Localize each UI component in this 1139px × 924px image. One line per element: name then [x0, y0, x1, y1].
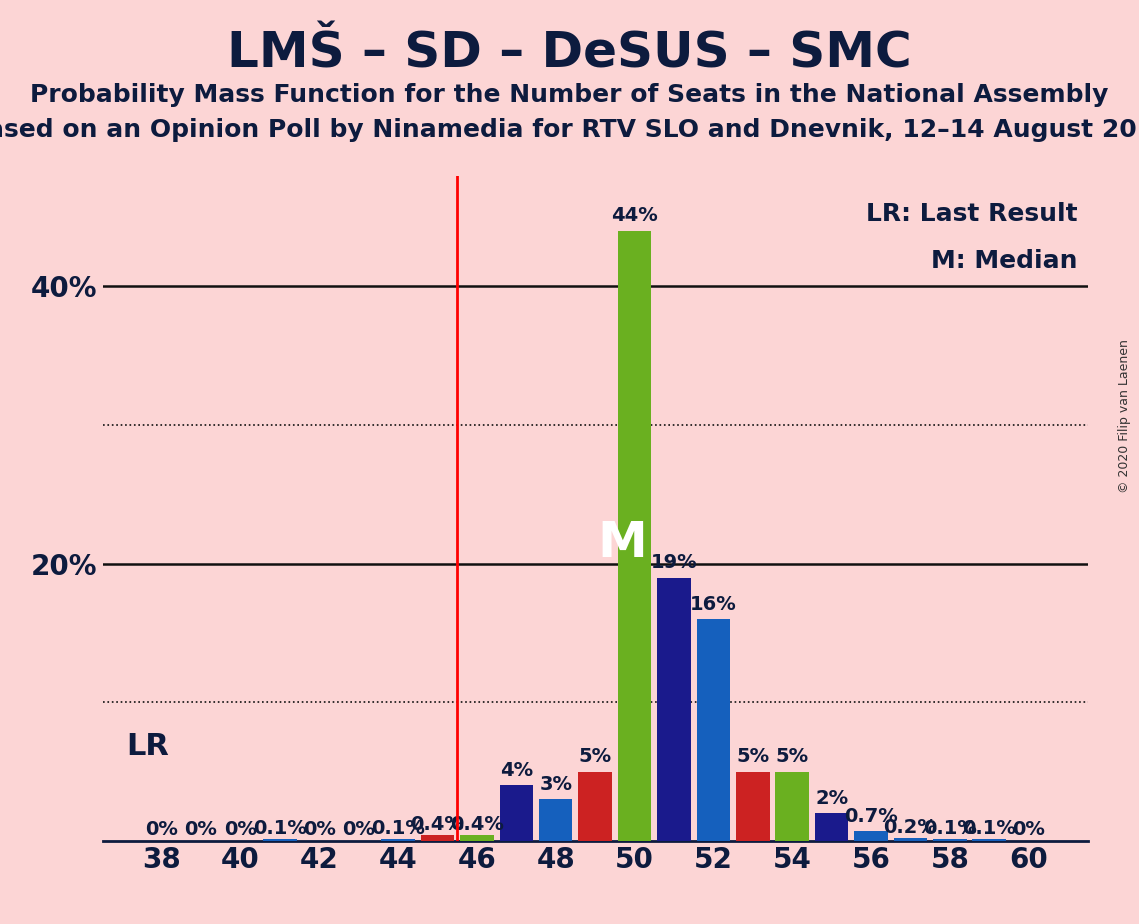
Bar: [776, 772, 809, 841]
Text: 0%: 0%: [224, 821, 257, 839]
Text: 3%: 3%: [539, 774, 572, 794]
Text: 0.2%: 0.2%: [884, 818, 937, 837]
Text: LR: LR: [126, 732, 169, 761]
Text: © 2020 Filip van Laenen: © 2020 Filip van Laenen: [1118, 339, 1131, 492]
Bar: [933, 839, 967, 841]
Text: 0.1%: 0.1%: [962, 819, 1016, 838]
Text: 0.4%: 0.4%: [410, 815, 465, 833]
Bar: [894, 838, 927, 841]
Bar: [657, 578, 690, 841]
Text: 0%: 0%: [145, 821, 178, 839]
Bar: [539, 799, 573, 841]
Text: M: Median: M: Median: [932, 249, 1077, 273]
Bar: [973, 839, 1006, 841]
Text: 0%: 0%: [185, 821, 218, 839]
Text: 16%: 16%: [690, 594, 737, 614]
Text: 5%: 5%: [776, 747, 809, 766]
Text: 2%: 2%: [816, 788, 849, 808]
Text: 19%: 19%: [650, 553, 697, 572]
Bar: [697, 619, 730, 841]
Text: 0.4%: 0.4%: [450, 815, 503, 833]
Text: 0%: 0%: [342, 821, 375, 839]
Bar: [736, 772, 770, 841]
Bar: [500, 785, 533, 841]
Bar: [420, 835, 454, 841]
Text: 5%: 5%: [579, 747, 612, 766]
Bar: [460, 835, 493, 841]
Text: 0.7%: 0.7%: [844, 807, 898, 826]
Text: 0.1%: 0.1%: [371, 819, 425, 838]
Text: LR: Last Result: LR: Last Result: [867, 202, 1077, 226]
Text: M: M: [598, 519, 648, 566]
Bar: [854, 832, 887, 841]
Text: Based on an Opinion Poll by Ninamedia for RTV SLO and Dnevnik, 12–14 August 2019: Based on an Opinion Poll by Ninamedia fo…: [0, 118, 1139, 142]
Text: LMŠ – SD – DeSUS – SMC: LMŠ – SD – DeSUS – SMC: [227, 30, 912, 78]
Text: 0.1%: 0.1%: [253, 819, 306, 838]
Text: 5%: 5%: [736, 747, 769, 766]
Text: 44%: 44%: [612, 206, 658, 225]
Text: 0.1%: 0.1%: [923, 819, 977, 838]
Bar: [579, 772, 612, 841]
Bar: [814, 813, 849, 841]
Text: 0%: 0%: [1013, 821, 1046, 839]
Bar: [263, 839, 296, 841]
Bar: [617, 231, 652, 841]
Bar: [382, 839, 415, 841]
Text: Probability Mass Function for the Number of Seats in the National Assembly: Probability Mass Function for the Number…: [31, 83, 1108, 107]
Text: 0%: 0%: [303, 821, 336, 839]
Text: 4%: 4%: [500, 760, 533, 780]
